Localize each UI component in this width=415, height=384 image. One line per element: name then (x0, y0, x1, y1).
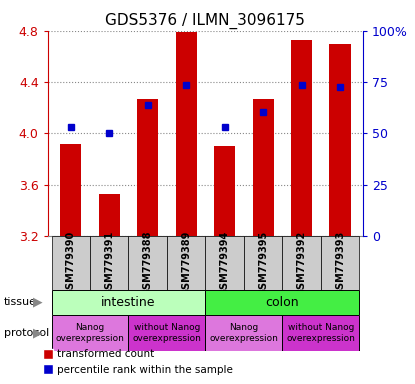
Legend: transformed count, percentile rank within the sample: transformed count, percentile rank withi… (39, 345, 237, 379)
Text: GSM779388: GSM779388 (143, 230, 153, 296)
Text: ▶: ▶ (32, 327, 42, 339)
Title: GDS5376 / ILMN_3096175: GDS5376 / ILMN_3096175 (105, 13, 305, 29)
Text: GSM779392: GSM779392 (297, 230, 307, 296)
Text: GSM779390: GSM779390 (66, 230, 76, 296)
FancyBboxPatch shape (129, 236, 167, 290)
Text: without Nanog
overexpression: without Nanog overexpression (132, 323, 201, 343)
Text: without Nanog
overexpression: without Nanog overexpression (286, 323, 355, 343)
Bar (291, 40, 312, 236)
FancyBboxPatch shape (167, 236, 205, 290)
Text: tissue: tissue (4, 297, 37, 308)
FancyBboxPatch shape (51, 236, 90, 290)
FancyBboxPatch shape (282, 236, 321, 290)
Text: colon: colon (266, 296, 299, 309)
Text: GSM779393: GSM779393 (335, 230, 345, 296)
FancyBboxPatch shape (282, 315, 359, 351)
Bar (176, 32, 197, 236)
FancyBboxPatch shape (129, 315, 205, 351)
FancyBboxPatch shape (51, 290, 205, 315)
FancyBboxPatch shape (321, 236, 359, 290)
Bar (99, 194, 120, 236)
FancyBboxPatch shape (205, 315, 282, 351)
FancyBboxPatch shape (205, 236, 244, 290)
Text: GSM779391: GSM779391 (104, 230, 114, 296)
Text: Nanog
overexpression: Nanog overexpression (56, 323, 124, 343)
Text: ▶: ▶ (32, 296, 42, 309)
FancyBboxPatch shape (205, 290, 359, 315)
FancyBboxPatch shape (90, 236, 129, 290)
Bar (253, 99, 274, 236)
FancyBboxPatch shape (244, 236, 282, 290)
Bar (60, 144, 81, 236)
Bar (330, 43, 351, 236)
Text: GSM779395: GSM779395 (258, 230, 268, 296)
Text: intestine: intestine (101, 296, 156, 309)
Text: Nanog
overexpression: Nanog overexpression (210, 323, 278, 343)
Text: GSM779389: GSM779389 (181, 230, 191, 296)
FancyBboxPatch shape (51, 315, 129, 351)
Text: GSM779394: GSM779394 (220, 230, 229, 296)
Bar (214, 146, 235, 236)
Bar (137, 99, 158, 236)
Text: protocol: protocol (4, 328, 49, 338)
